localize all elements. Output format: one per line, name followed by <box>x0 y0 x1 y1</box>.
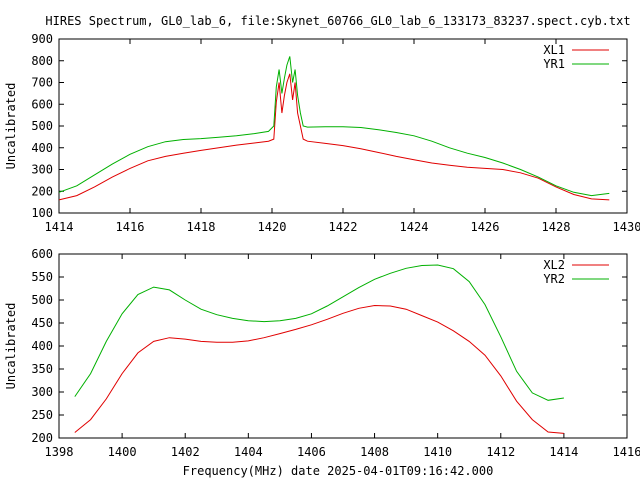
x-tick-label: 1416 <box>116 220 145 234</box>
plot-panel-1: 1414 1416 1418 1420 1422 1424 1426 1428 1430 100 2… <box>4 32 640 234</box>
y-tick-label: 200 <box>31 431 53 445</box>
y-tick-label: 200 <box>31 184 53 198</box>
series-line-xl1 <box>58 73 610 201</box>
plot-frame <box>58 38 628 214</box>
x-tick-label: 1406 <box>297 445 326 459</box>
x-tick-label: 1398 <box>45 445 74 459</box>
x-tick-label: 1418 <box>187 220 216 234</box>
y-tick-label: 700 <box>31 76 53 90</box>
series-line-xl2 <box>74 304 564 434</box>
y-tick-label: 350 <box>31 362 53 376</box>
x-tick-label: 1410 <box>423 445 452 459</box>
x-tick-label: 1426 <box>471 220 500 234</box>
x-tick-label: 1404 <box>234 445 263 459</box>
y-tick-label: 500 <box>31 293 53 307</box>
y-tick-label: 300 <box>31 385 53 399</box>
legend-label-yr2: YR2 <box>543 272 565 286</box>
x-tick-label: 1422 <box>329 220 358 234</box>
x-tick-label: 1414 <box>549 445 578 459</box>
y-tick-label: 500 <box>31 119 53 133</box>
y-tick-label: 100 <box>31 206 53 220</box>
x-tick-label: 1402 <box>171 445 200 459</box>
y-tick-label: 550 <box>31 270 53 284</box>
series-line-yr1 <box>58 56 610 197</box>
y-tick-label: 400 <box>31 141 53 155</box>
y-tick-label: 900 <box>31 32 53 46</box>
x-tick-label: 1430 <box>613 220 640 234</box>
x-tick-label: 1416 <box>613 445 640 459</box>
figure-title: HIRES Spectrum, GL0_lab_6, file:Skynet_6… <box>45 14 630 28</box>
x-tick-label: 1408 <box>360 445 389 459</box>
x-tick-label: 1414 <box>45 220 74 234</box>
x-tick-label: 1428 <box>542 220 571 234</box>
x-axis-label: Frequency(MHz) date 2025-04-01T09:16:42.… <box>183 464 494 478</box>
legend-label-yr1: YR1 <box>543 57 565 71</box>
y-tick-label: 800 <box>31 54 53 68</box>
y-tick-label: 600 <box>31 97 53 111</box>
y-tick-label: 400 <box>31 339 53 353</box>
y-tick-label: 450 <box>31 316 53 330</box>
y-tick-label: 600 <box>31 247 53 261</box>
legend-label-xl1: XL1 <box>543 43 565 57</box>
y-tick-label: 300 <box>31 163 53 177</box>
y-axis-label: Uncalibrated <box>4 83 18 170</box>
plot-panel-2: 1398 1400 1402 1404 1406 1408 1410 1412 1414 1416… <box>4 247 640 459</box>
plot-frame <box>58 253 628 439</box>
y-axis-label: Uncalibrated <box>4 303 18 390</box>
x-tick-label: 1412 <box>486 445 515 459</box>
x-tick-label: 1420 <box>258 220 287 234</box>
series-line-yr2 <box>74 264 564 401</box>
x-tick-label: 1400 <box>108 445 137 459</box>
y-tick-label: 250 <box>31 408 53 422</box>
x-tick-label: 1424 <box>400 220 429 234</box>
legend-label-xl2: XL2 <box>543 258 565 272</box>
